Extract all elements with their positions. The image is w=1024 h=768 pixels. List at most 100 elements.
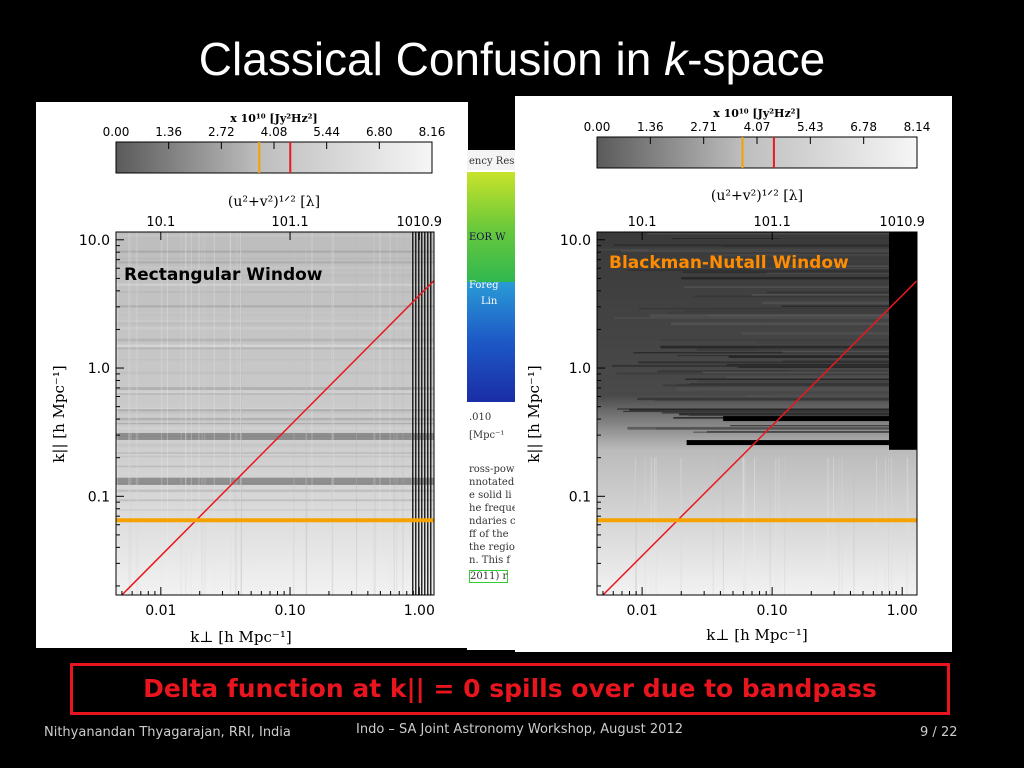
heatmap-band bbox=[116, 465, 434, 468]
heatmap-edge-column bbox=[424, 232, 426, 595]
strip-text: n. This f bbox=[469, 555, 511, 566]
heatmap-band bbox=[116, 499, 434, 502]
heatmap-band bbox=[781, 305, 917, 307]
heatmap-band bbox=[660, 339, 917, 341]
heatmap-column bbox=[778, 457, 780, 595]
heatmap-column bbox=[888, 457, 890, 595]
heatmap-column bbox=[331, 232, 333, 595]
heatmap-band bbox=[116, 489, 434, 493]
heatmap-band bbox=[687, 263, 917, 266]
heatmap-column bbox=[775, 457, 777, 595]
heatmap-band-strong bbox=[116, 432, 434, 440]
heatmap-band bbox=[116, 283, 434, 286]
heatmap-column bbox=[635, 457, 637, 595]
heatmap-column bbox=[230, 232, 232, 595]
heatmap-band bbox=[116, 407, 434, 409]
heatmap-column bbox=[644, 457, 646, 595]
heatmap-column bbox=[306, 232, 308, 595]
heatmap-band bbox=[627, 269, 917, 271]
colorbar-tick-label: 4.08 bbox=[261, 125, 288, 139]
red-horizon-line bbox=[602, 280, 917, 595]
heatmap-column bbox=[190, 232, 192, 595]
top-axis-tick-label: 101.1 bbox=[754, 215, 791, 230]
heatmap-band bbox=[116, 305, 434, 308]
heatmap-band bbox=[728, 355, 917, 358]
heatmap-band bbox=[670, 322, 917, 326]
heatmap-band bbox=[683, 286, 917, 289]
heatmap-band bbox=[116, 427, 434, 429]
heatmap-band bbox=[116, 266, 434, 269]
heatmap-band bbox=[710, 253, 917, 257]
heatmap-column bbox=[634, 457, 636, 595]
heatmap-band bbox=[627, 426, 917, 430]
heatmap-band bbox=[116, 423, 434, 425]
heatmap-column bbox=[128, 232, 130, 595]
heatmap-column bbox=[396, 232, 398, 595]
heatmap-column bbox=[744, 457, 746, 595]
heatmap-column bbox=[116, 232, 118, 595]
strip-text: Lin bbox=[481, 296, 498, 307]
heatmap-column bbox=[204, 232, 206, 595]
heatmap-band bbox=[629, 408, 917, 411]
heatmap-column bbox=[240, 232, 242, 595]
y-tick-label: 0.1 bbox=[88, 489, 110, 505]
window-label: Rectangular Window bbox=[124, 265, 323, 285]
heatmap-band bbox=[116, 358, 434, 361]
heatmap-column bbox=[841, 457, 843, 595]
strip-text: Foreg bbox=[469, 280, 499, 291]
strip-text: [Mpc⁻¹ bbox=[469, 430, 505, 441]
rectangular-window-chart: x 10¹⁰ [Jy²Hz²] 0.00 1.36 2.72 4.08 5.44 6.80… bbox=[50, 112, 445, 646]
heatmap-column bbox=[130, 232, 132, 595]
heatmap-band bbox=[612, 364, 917, 367]
heatmap-band bbox=[682, 271, 917, 273]
heatmap-column bbox=[654, 457, 656, 595]
heatmap-band bbox=[767, 272, 917, 274]
blackman-nutall-window-plot: x 10¹⁰ [Jy²Hz²] 0.00 1.36 2.71 4.07 5.43 6.78… bbox=[515, 96, 952, 652]
x-axis-label: k⊥ [h Mpc⁻¹] bbox=[706, 626, 807, 644]
heatmap-band bbox=[116, 347, 434, 349]
heatmap-band bbox=[654, 399, 917, 402]
heatmap-edge-column bbox=[412, 232, 414, 595]
heatmap-column bbox=[722, 457, 724, 595]
footer-event: Indo – SA Joint Astronomy Workshop, Augu… bbox=[356, 722, 683, 737]
heatmap-band bbox=[116, 259, 434, 262]
heatmap-band bbox=[685, 378, 917, 380]
heatmap-band bbox=[741, 331, 917, 335]
strip-text: nnotated bbox=[469, 477, 515, 488]
heatmap-band bbox=[660, 345, 917, 349]
heatmap-column bbox=[754, 457, 756, 595]
heatmap-column bbox=[712, 457, 714, 595]
heatmap-band bbox=[782, 350, 917, 353]
heatmap-band bbox=[639, 307, 917, 310]
heatmap-band bbox=[116, 338, 434, 342]
heatmap-edge-block bbox=[889, 232, 917, 450]
strip-text: ency Res bbox=[469, 156, 515, 167]
heatmap-band-strong bbox=[686, 440, 917, 446]
heatmap-column bbox=[827, 457, 829, 595]
heatmap-band bbox=[669, 311, 917, 314]
heatmap-band bbox=[693, 295, 917, 298]
heatmap-band bbox=[737, 366, 917, 368]
heatmap-band bbox=[116, 487, 434, 490]
heatmap-column bbox=[784, 457, 786, 595]
heatmap-band bbox=[713, 296, 917, 299]
red-horizon-line bbox=[121, 280, 434, 595]
heatmap-band bbox=[783, 359, 917, 362]
heatmap-band bbox=[696, 348, 917, 351]
background-figure-strip: ency Res EOR W Foreg Lin .010 [Mpc⁻¹ ros… bbox=[467, 150, 515, 650]
top-axis-tick-label: 1010.9 bbox=[397, 215, 443, 230]
heatmap-band bbox=[116, 322, 434, 325]
heatmap-column bbox=[185, 232, 187, 595]
heatmap-band bbox=[613, 244, 917, 247]
colorbar-tick-label: 8.14 bbox=[904, 120, 931, 134]
heatmap-edge-column bbox=[430, 232, 432, 595]
colorbar-tick-label: 2.71 bbox=[690, 120, 717, 134]
heatmap-band bbox=[116, 390, 434, 393]
heatmap-band bbox=[693, 431, 917, 433]
heatmap-column bbox=[853, 457, 855, 595]
heatmap-column bbox=[305, 232, 307, 595]
heatmap-band bbox=[116, 387, 434, 390]
heatmap-band bbox=[726, 376, 917, 379]
heatmap-column bbox=[411, 232, 413, 595]
heatmap-column bbox=[393, 232, 395, 595]
